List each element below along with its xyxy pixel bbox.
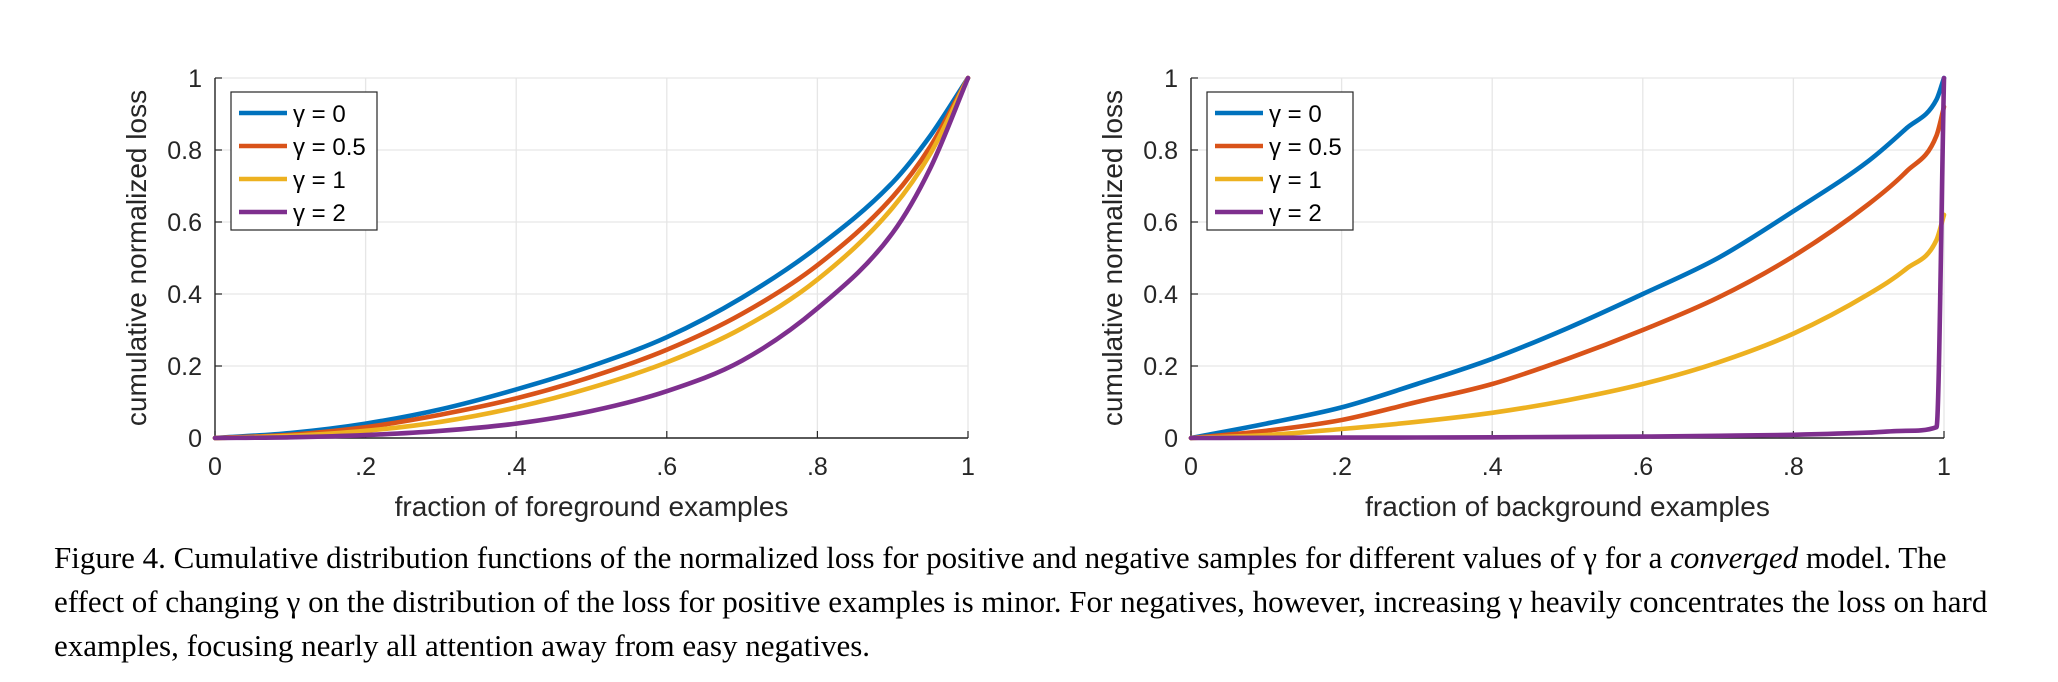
x-axis-label: fraction of background examples xyxy=(1365,491,1770,522)
y-axis-label: cumulative normalized loss xyxy=(121,90,152,426)
y-tick-label: 0.8 xyxy=(1143,137,1178,165)
series-line-4 xyxy=(1188,75,1947,441)
y-tick-label: 0.6 xyxy=(167,209,202,237)
x-tick-label: .2 xyxy=(1331,453,1352,481)
legend-label: γ = 2 xyxy=(1269,200,1322,227)
x-tick-label: 1 xyxy=(961,453,975,481)
y-tick-label: 0 xyxy=(188,425,202,453)
y-tick-label: 0 xyxy=(1164,425,1178,453)
x-axis-label: fraction of foreground examples xyxy=(395,491,789,522)
x-tick-label: .4 xyxy=(1482,453,1503,481)
y-tick-label: 0.2 xyxy=(1143,353,1178,381)
x-tick-label: .6 xyxy=(1632,453,1653,481)
x-tick-label: .4 xyxy=(506,453,527,481)
y-tick-label: 0.6 xyxy=(1143,209,1178,237)
y-tick-label: 0.4 xyxy=(167,281,202,309)
series-line-2 xyxy=(1188,104,1947,441)
caption-text-start: Figure 4. Cumulative distribution functi… xyxy=(54,540,1671,575)
x-tick-label: .8 xyxy=(1783,453,1804,481)
legend-label: γ = 1 xyxy=(293,167,346,194)
y-tick-label: 1 xyxy=(188,65,202,93)
series-line-3 xyxy=(1188,212,1947,441)
series-line-3 xyxy=(212,75,971,441)
y-tick-label: 0.4 xyxy=(1143,281,1178,309)
caption-emphasis: converged xyxy=(1670,540,1799,575)
legend-label: γ = 1 xyxy=(1269,167,1322,194)
y-tick-label: 0.2 xyxy=(167,353,202,381)
series-line-4 xyxy=(212,75,971,441)
y-axis-label: cumulative normalized loss xyxy=(1097,90,1128,426)
x-tick-label: .6 xyxy=(656,453,677,481)
series-line-1 xyxy=(1188,75,1947,441)
x-tick-label: 1 xyxy=(1937,453,1951,481)
series-line-2 xyxy=(212,75,971,441)
y-tick-label: 1 xyxy=(1164,65,1178,93)
x-tick-label: 0 xyxy=(1184,453,1198,481)
series-line-1 xyxy=(212,75,971,441)
legend-label: γ = 0 xyxy=(293,101,346,128)
x-tick-label: 0 xyxy=(208,453,222,481)
figure-caption: Figure 4. Cumulative distribution functi… xyxy=(54,536,2014,668)
x-tick-label: .8 xyxy=(807,453,828,481)
legend-label: γ = 2 xyxy=(293,200,346,227)
legend-label: γ = 0.5 xyxy=(293,134,366,161)
legend-label: γ = 0.5 xyxy=(1269,134,1342,161)
legend-label: γ = 0 xyxy=(1269,101,1322,128)
x-tick-label: .2 xyxy=(355,453,376,481)
y-tick-label: 0.8 xyxy=(167,137,202,165)
caption-text-end: model. The effect of changing γ on the d… xyxy=(54,540,1988,663)
